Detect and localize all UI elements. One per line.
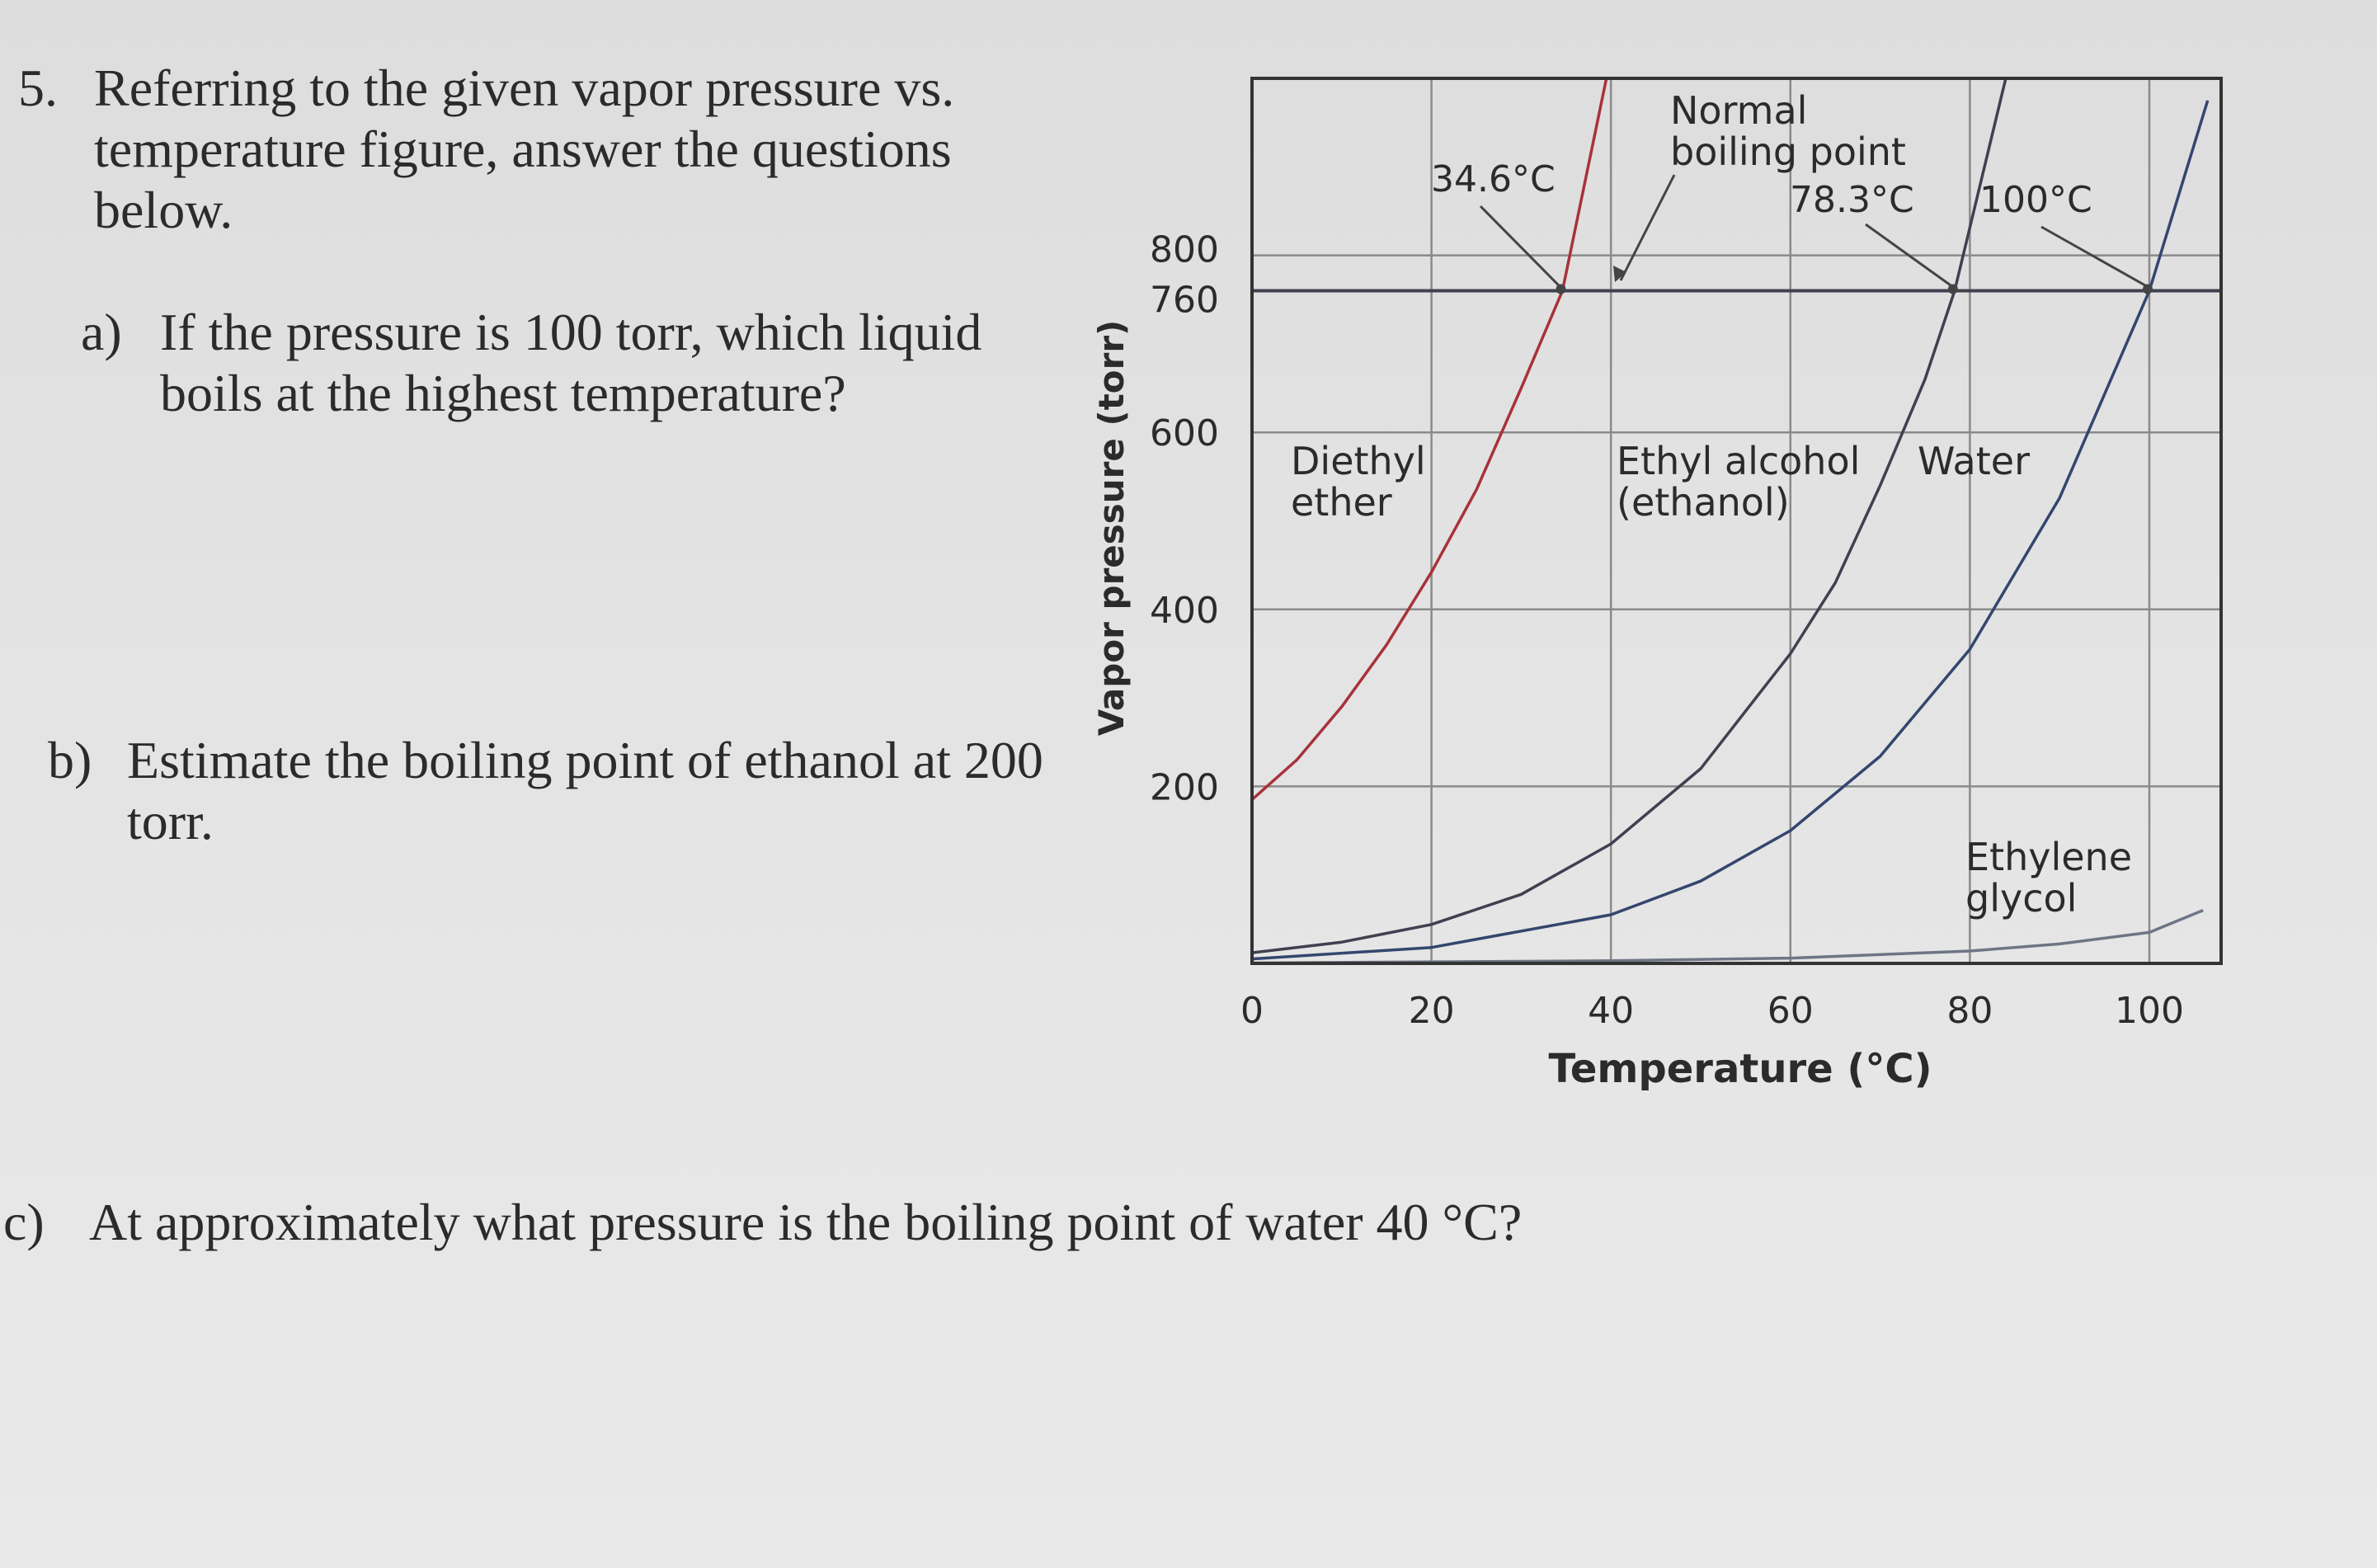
series-label: Diethyl — [1291, 439, 1426, 483]
question-a-text: If the pressure is 100 torr, which liqui… — [160, 303, 982, 422]
boiling-point-pointer — [1865, 223, 1952, 287]
question-b-label: b) — [48, 731, 92, 789]
y-tick-label: 200 — [1150, 766, 1219, 808]
boiling-point-label: 100°C — [1979, 179, 2092, 221]
x-tick-label: 100 — [2115, 990, 2184, 1032]
y-axis-label: Vapor pressure (torr) — [1091, 320, 1132, 737]
series-label: Water — [1918, 439, 2030, 483]
boiling-point-pointer — [1479, 205, 1560, 287]
series-label: Ethyl alcohol — [1617, 439, 1860, 483]
x-axis-label: Temperature (°C) — [1548, 1046, 1932, 1092]
x-tick-label: 60 — [1767, 990, 1814, 1032]
x-tick-label: 40 — [1588, 990, 1634, 1032]
series-label: ether — [1291, 480, 1392, 525]
question-c-label: c) — [3, 1193, 45, 1251]
series-label: Ethylene — [1965, 835, 2132, 879]
y-tick-label: 600 — [1150, 412, 1219, 454]
y-tick-label: 800 — [1150, 229, 1219, 271]
series-ethylene-glycol — [1252, 908, 2204, 963]
annotation-arrow — [1619, 174, 1676, 281]
question-c-text: At approximately what pressure is the bo… — [89, 1193, 1523, 1251]
question-b-text: Estimate the boiling point of ethanol at… — [127, 731, 1043, 850]
annotation-title: Normal — [1670, 88, 1807, 133]
x-tick-label: 0 — [1240, 990, 1264, 1032]
boiling-point-marker — [2142, 284, 2153, 294]
boiling-point-marker — [1947, 284, 1958, 294]
series-ethyl-alcohol-ethanol — [1252, 78, 2008, 954]
tick-labels: 0 20 40 60 80 100 200 400 600 760 800 — [1150, 229, 2184, 1032]
x-tick-label: 80 — [1946, 990, 1993, 1032]
boiling-point-label: 34.6°C — [1431, 158, 1556, 200]
series-diethyl-ether — [1252, 78, 1608, 801]
series-water — [1252, 100, 2210, 961]
question-5-text: Referring to the given vapor pressure vs… — [94, 59, 955, 239]
boiling-point-label: 78.3°C — [1790, 179, 1914, 221]
arrowhead — [1613, 266, 1626, 282]
plot-frame — [1250, 77, 2223, 965]
boiling-point-marker — [1556, 284, 1566, 294]
series-label: glycol — [1965, 876, 2077, 921]
annotation-title-line2: boiling point — [1670, 129, 1906, 174]
question-number: 5. — [18, 59, 58, 117]
curves — [1252, 78, 2210, 963]
y-tick-label: 760 — [1150, 280, 1219, 322]
plot-border — [1250, 77, 2223, 965]
y-tick-label: 400 — [1150, 590, 1219, 632]
series-label: (ethanol) — [1617, 480, 1790, 525]
boiling-point-pointer — [2040, 225, 2147, 287]
question-a-label: a) — [81, 303, 122, 361]
x-tick-label: 20 — [1409, 990, 1455, 1032]
